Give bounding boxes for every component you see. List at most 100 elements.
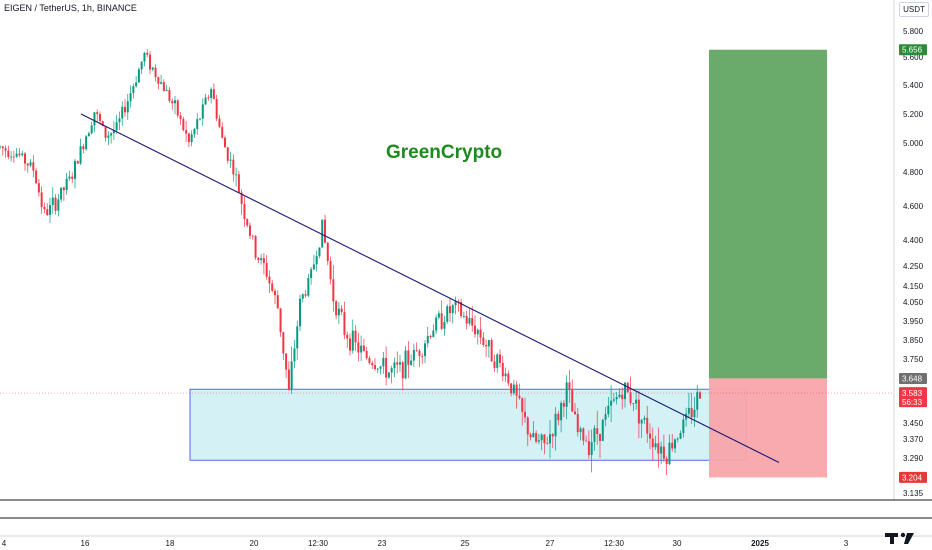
candle-body: [362, 345, 365, 352]
candle-body: [24, 153, 26, 164]
candle-body: [40, 192, 43, 207]
candle-body: [632, 403, 635, 404]
candle-body: [218, 118, 221, 127]
candle-body: [440, 313, 443, 329]
candle-body: [668, 442, 671, 464]
candle-body: [237, 174, 240, 193]
trendline: [80, 113, 780, 464]
candle-body: [185, 130, 188, 134]
candle-body: [418, 350, 421, 356]
price-tick-label: 3.750: [903, 355, 924, 364]
candle-body: [651, 438, 654, 448]
candle-body: [240, 192, 243, 205]
candle-body: [179, 115, 182, 120]
candle-body: [446, 306, 449, 322]
entry-price-tag-bg: [899, 372, 927, 384]
candle-body: [385, 357, 388, 378]
candle-body: [618, 394, 621, 398]
candle-body: [146, 52, 149, 55]
chart-title: EIGEN / TetherUS, 1h, BINANCE: [4, 3, 137, 13]
candle-body: [585, 440, 588, 442]
candle-body: [312, 264, 315, 270]
candle-body: [351, 330, 354, 351]
candle-body: [476, 329, 479, 335]
candle-body: [212, 89, 215, 99]
candle-body: [587, 441, 590, 456]
candle-body: [99, 114, 101, 122]
time-tick-label: 12:30: [308, 539, 329, 548]
candle-body: [582, 428, 585, 441]
candle-body: [424, 343, 426, 357]
candle-body: [565, 382, 568, 407]
candle-body: [85, 136, 88, 150]
candle-body: [299, 298, 301, 327]
candle-body: [637, 399, 640, 424]
tradingview-logo-icon: [885, 532, 914, 544]
candle-body: [129, 93, 132, 102]
candle-body: [232, 159, 235, 175]
candle-body: [604, 414, 607, 420]
candle-body: [676, 438, 679, 440]
candle-body: [393, 362, 396, 369]
candle-body: [693, 409, 696, 418]
candle-body: [696, 392, 699, 410]
candle-body: [624, 382, 626, 400]
candle-body: [157, 77, 160, 84]
candle-body: [454, 301, 457, 306]
candle-body: [151, 67, 154, 70]
candle-body: [265, 263, 268, 277]
candle-body: [535, 433, 538, 442]
candle-body: [196, 119, 199, 129]
price-tick-label: 4.150: [903, 282, 924, 291]
price-axis: 5.800 5.600 5.400 5.200 5.000 4.800 4.600 4.400…: [903, 27, 924, 498]
candle-body: [437, 313, 440, 318]
candle-body: [449, 306, 451, 314]
candle-body: [260, 258, 263, 261]
candle-body: [485, 344, 488, 347]
candle-body: [154, 67, 157, 78]
candle-body: [590, 442, 593, 456]
time-tick-label: 30: [673, 539, 682, 548]
candle-body: [82, 146, 85, 150]
candle-body: [465, 316, 468, 324]
candle-body: [374, 365, 376, 370]
candle-body: [171, 100, 174, 104]
time-tick-label: 18: [166, 539, 175, 548]
candle-body: [324, 219, 326, 243]
candle-body: [149, 54, 151, 70]
candle-body: [365, 351, 368, 359]
time-tick-label: 27: [546, 539, 555, 548]
price-tick-label: 3.370: [903, 435, 924, 444]
candle-body: [510, 383, 513, 394]
candle-body: [390, 368, 393, 373]
candle-body: [90, 125, 93, 134]
candle-body: [37, 183, 40, 193]
candle-body: [4, 148, 7, 151]
candle-body: [512, 384, 515, 394]
candle-body: [662, 446, 665, 459]
candle-body: [190, 134, 193, 143]
candle-body: [524, 411, 526, 418]
currency-label[interactable]: USDT: [899, 2, 929, 17]
candle-body: [379, 366, 382, 369]
candle-body: [35, 170, 38, 184]
candle-body: [415, 349, 418, 351]
candle-body: [310, 269, 313, 279]
candle-body: [368, 358, 371, 364]
candle-body: [29, 162, 32, 166]
candle-body: [276, 295, 279, 309]
candle-body: [32, 162, 35, 171]
candle-body: [68, 176, 71, 179]
candle-body: [104, 126, 107, 138]
candle-body: [315, 256, 318, 265]
candle-body: [15, 153, 18, 157]
candle-body: [201, 104, 204, 119]
candle-body: [282, 332, 285, 354]
candle-body: [10, 156, 13, 158]
price-tick-label: 3.135: [903, 489, 924, 498]
candle-body: [285, 353, 288, 370]
stop-price-tag-bg: [899, 471, 927, 483]
candle-body: [76, 161, 79, 164]
